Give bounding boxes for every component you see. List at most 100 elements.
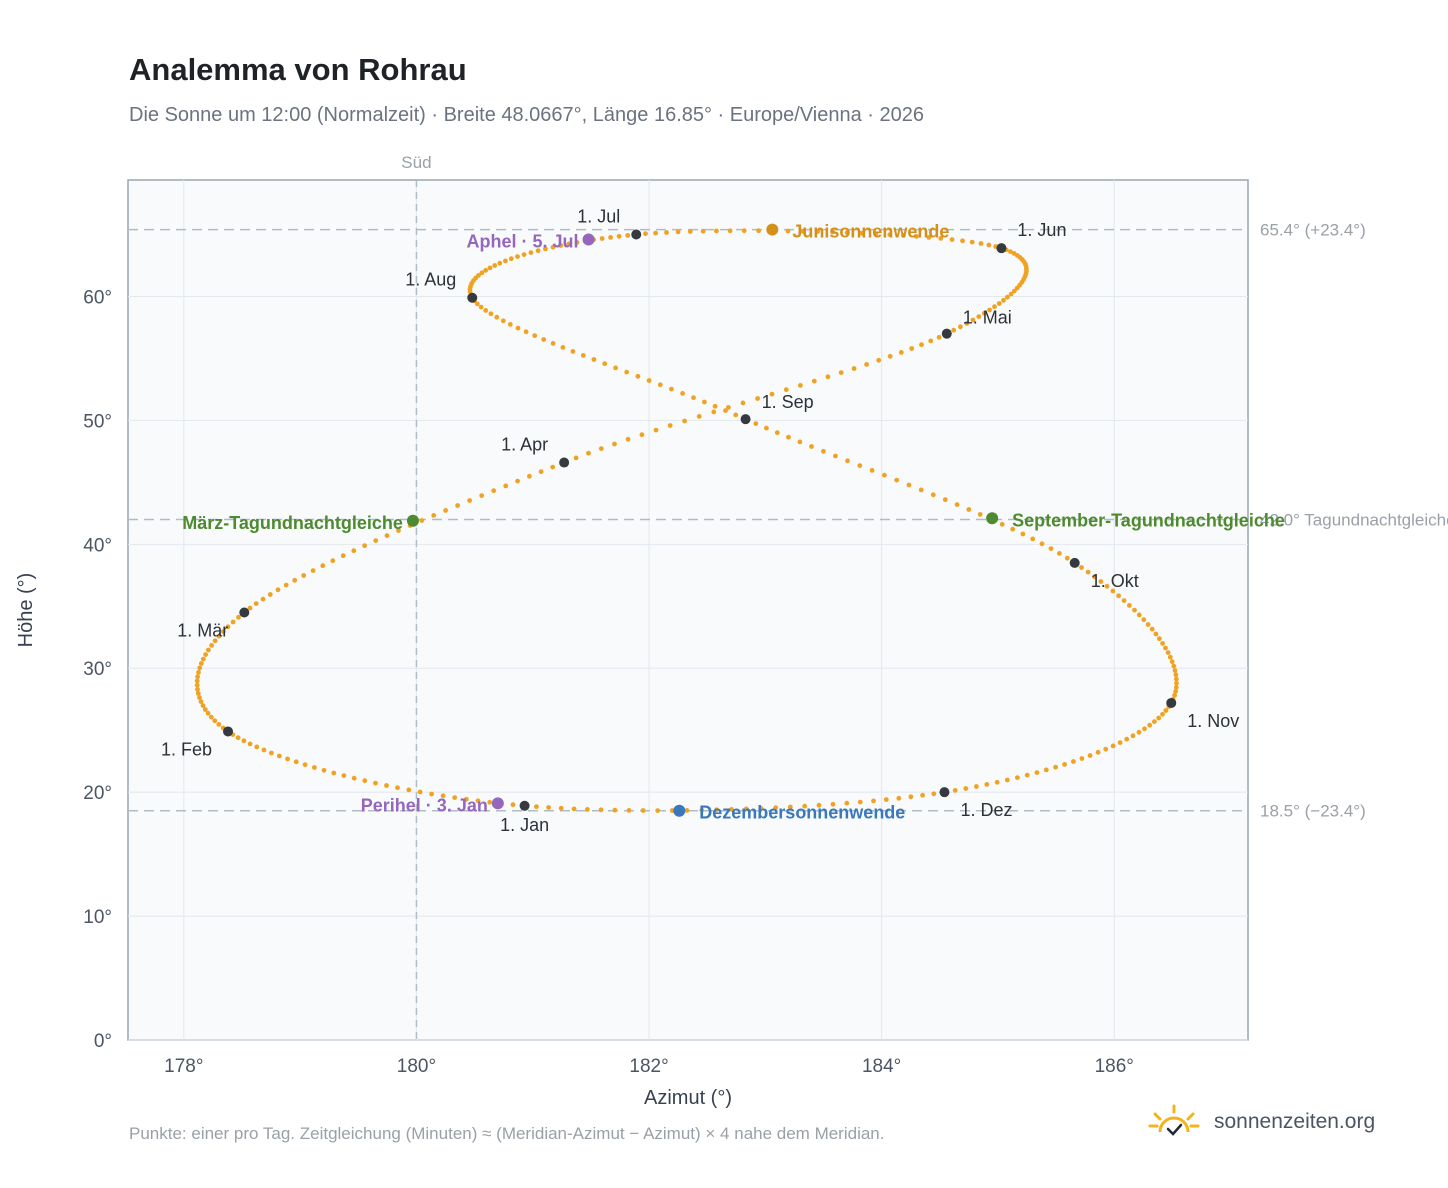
day-point [712, 403, 718, 409]
day-point [1079, 565, 1084, 570]
day-point [269, 750, 274, 756]
day-point [475, 301, 480, 307]
x-tick-label: 180° [397, 1056, 436, 1077]
day-point [598, 446, 604, 451]
day-point [475, 798, 481, 804]
day-point [1010, 526, 1016, 532]
day-point [876, 357, 882, 363]
day-point [653, 230, 658, 236]
day-point [977, 512, 983, 517]
day-point [1008, 249, 1013, 255]
day-point [321, 767, 327, 773]
day-point [1149, 626, 1155, 632]
day-point [1116, 593, 1121, 599]
day-point [873, 231, 879, 237]
day-point [1160, 641, 1165, 646]
day-point [1117, 740, 1123, 745]
day-point [702, 399, 707, 405]
day-point [675, 229, 681, 235]
day-point [253, 601, 259, 606]
day-point [838, 370, 844, 375]
day-point [260, 596, 266, 602]
x-tick-label: 178° [164, 1056, 203, 1077]
day-point [680, 391, 685, 396]
day-point [550, 341, 556, 346]
day-point [844, 230, 850, 236]
month-marker [1166, 697, 1177, 708]
day-point [571, 806, 577, 812]
day-point [487, 799, 493, 805]
day-point [773, 805, 779, 811]
month-marker [223, 726, 234, 737]
day-point [491, 488, 497, 494]
day-point [1057, 551, 1062, 556]
day-point [1085, 569, 1091, 575]
day-point [494, 314, 500, 320]
brand-name[interactable]: sonnenzeiten.org [1214, 1110, 1376, 1133]
month-label: 1. Aug [405, 270, 456, 290]
event-marker [986, 512, 999, 525]
day-point [624, 369, 630, 375]
day-point [527, 473, 532, 479]
month-label: 1. Dez [960, 800, 1012, 820]
day-point [1145, 622, 1151, 627]
y-tick-label: 10° [83, 907, 112, 928]
day-point [285, 756, 290, 762]
day-point [503, 258, 508, 264]
day-point [503, 483, 509, 489]
day-point [963, 786, 969, 791]
day-point [970, 317, 976, 323]
day-point [625, 233, 631, 238]
month-label: 1. Jan [500, 815, 549, 835]
x-tick-label: 186° [1095, 1056, 1134, 1077]
event-marker [582, 233, 595, 246]
day-point [800, 228, 806, 234]
day-point [798, 383, 803, 388]
day-point [723, 408, 728, 413]
day-point [1172, 668, 1178, 673]
day-point [538, 469, 544, 475]
day-point [406, 787, 412, 793]
day-point [646, 378, 652, 383]
day-point [608, 235, 613, 240]
day-point [1064, 555, 1070, 561]
day-point [1136, 612, 1142, 618]
day-point [488, 311, 494, 317]
reference-label: 18.5° (−23.4°) [1260, 802, 1366, 821]
month-label: 1. Nov [1187, 711, 1239, 731]
day-point [195, 674, 201, 680]
day-point [711, 409, 717, 415]
day-point [443, 508, 448, 513]
day-point [1110, 743, 1116, 749]
day-point [528, 250, 534, 256]
day-point [220, 629, 226, 634]
day-point [691, 395, 696, 401]
day-point [541, 337, 547, 342]
day-point [1008, 291, 1014, 297]
day-point [396, 528, 401, 533]
day-point [500, 318, 506, 324]
day-point [942, 497, 948, 503]
day-point [1167, 654, 1173, 660]
day-point [714, 228, 719, 234]
day-point [212, 718, 218, 724]
month-marker [467, 292, 478, 303]
day-point [1174, 680, 1179, 686]
day-point [209, 643, 215, 648]
day-point [487, 265, 493, 271]
brand[interactable]: sonnenzeiten.org [1146, 1102, 1375, 1142]
day-point [978, 241, 984, 246]
day-point [626, 808, 632, 813]
day-point [1001, 297, 1006, 303]
day-point [384, 533, 390, 538]
day-point [216, 722, 222, 727]
day-point [969, 239, 975, 245]
day-point [981, 310, 987, 316]
day-point [573, 455, 579, 461]
axes: 0° 10° 20° 30° 40° 50° 60° 178° 180° 182° 184° 186° [83, 287, 1134, 1077]
day-point [825, 374, 831, 380]
day-point [197, 665, 203, 671]
day-point [429, 791, 434, 797]
sun-logo-icon [1148, 1104, 1200, 1136]
day-point [958, 324, 963, 330]
